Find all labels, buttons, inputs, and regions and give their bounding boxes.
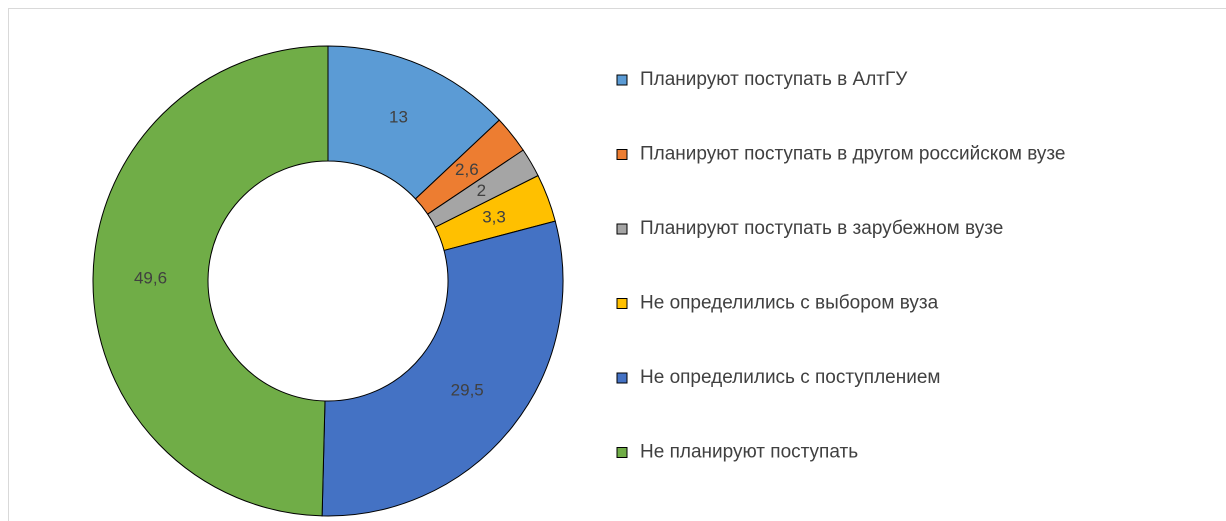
legend-label: Планируют поступать в другом российском …: [640, 144, 1065, 165]
legend-swatch: [616, 223, 628, 235]
legend-swatch: [616, 149, 628, 160]
donut-slice: [92, 45, 329, 517]
legend-label: Планируют поступать в АлтГУ: [640, 69, 908, 90]
legend-label: Не определились с выбором вуза: [640, 293, 939, 314]
data-label: 49,6: [134, 268, 167, 287]
data-label: 29,5: [451, 381, 484, 400]
data-label: 3,3: [482, 208, 506, 227]
legend-swatch: [616, 447, 628, 458]
legend-label: Не определились с поступлением: [640, 367, 940, 388]
data-label: 2: [477, 181, 486, 200]
legend-label: Планируют поступать в зарубежном вузе: [640, 218, 1003, 239]
data-label: 13: [389, 108, 408, 127]
legend-swatch: [616, 74, 628, 86]
chart-frame: [8, 8, 1226, 521]
legend-label: Не планируют поступать: [640, 442, 858, 463]
legend-swatch: [616, 298, 628, 309]
donut-slice: [327, 45, 501, 200]
data-label: 2,6: [455, 160, 479, 179]
legend-swatch: [616, 372, 628, 384]
donut-slice: [321, 220, 564, 517]
